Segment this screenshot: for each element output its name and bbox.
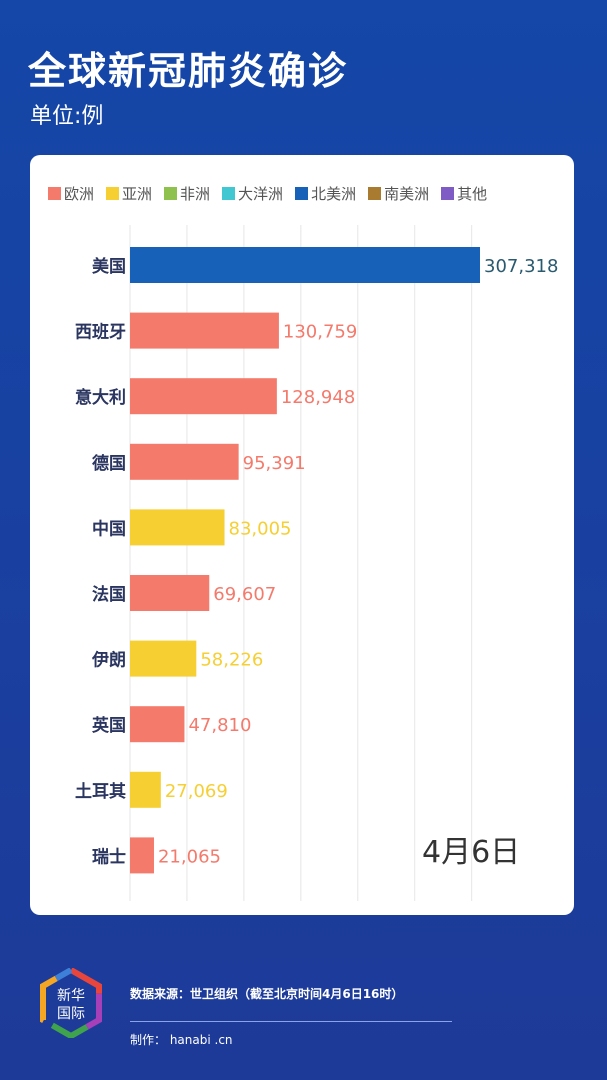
bar — [130, 378, 277, 415]
legend-label: 大洋洲 — [238, 185, 284, 203]
page-title: 全球新冠肺炎确诊 — [28, 49, 349, 93]
legend-item: 亚洲 — [106, 183, 152, 204]
bar-chart: 美国 307,318 西班牙 130,759 意大利 128,948 德国 95,391 中国 8… — [75, 225, 558, 901]
bar — [130, 247, 480, 283]
legend: 欧洲 亚洲 非洲 大洋洲 北美洲 南美洲 其他 — [48, 183, 487, 204]
legend-item: 南美洲 — [368, 183, 429, 204]
value-label: 21,065 — [158, 846, 221, 867]
value-label: 95,391 — [243, 453, 306, 474]
chart-card: 欧洲 亚洲 非洲 大洋洲 北美洲 南美洲 其他 美国 307,318 西班牙 130,759 意大利… — [30, 155, 574, 915]
value-label: 69,607 — [213, 584, 276, 605]
value-label: 83,005 — [229, 518, 292, 539]
category-label: 意大利 — [75, 387, 126, 408]
bar — [130, 575, 210, 611]
unit-label: 单位:例 — [30, 104, 104, 129]
category-label: 瑞士 — [92, 846, 126, 867]
bar — [130, 837, 154, 874]
bar — [130, 312, 279, 349]
category-label: 土耳其 — [75, 781, 126, 802]
legend-item: 北美洲 — [295, 183, 356, 204]
legend-item: 欧洲 — [48, 183, 94, 204]
legend-label: 其他 — [457, 185, 488, 203]
legend-label: 欧洲 — [64, 185, 95, 203]
made-by: 制作： hanabi .cn — [130, 1033, 233, 1047]
category-label: 中国 — [92, 518, 126, 539]
category-label: 西班牙 — [75, 323, 126, 343]
svg-text:国际: 国际 — [57, 1006, 85, 1022]
category-label: 美国 — [92, 256, 126, 277]
legend-swatch — [295, 187, 309, 200]
bar — [130, 443, 239, 480]
value-label: 128,948 — [281, 387, 355, 408]
legend-swatch — [106, 187, 120, 200]
svg-text:新华: 新华 — [57, 988, 85, 1004]
data-source: 数据来源：世卫组织（截至北京时间4月6日16时） — [130, 987, 404, 1001]
value-label: 27,069 — [165, 781, 228, 802]
legend-swatch — [222, 187, 236, 200]
legend-swatch — [164, 187, 178, 200]
date-label: 4月6日 — [422, 835, 521, 870]
bar — [130, 640, 197, 677]
category-label: 伊朗 — [91, 650, 126, 671]
xinhua-logo: 新华 国际 — [40, 968, 102, 1038]
bar — [130, 509, 225, 546]
legend-label: 亚洲 — [122, 185, 153, 203]
category-label: 英国 — [92, 715, 126, 736]
bar — [130, 706, 185, 743]
value-label: 58,226 — [200, 650, 263, 671]
legend-label: 南美洲 — [384, 185, 430, 203]
divider — [130, 1021, 452, 1022]
legend-item: 非洲 — [164, 183, 210, 204]
value-label: 130,759 — [283, 322, 357, 343]
category-label: 法国 — [92, 584, 126, 605]
category-label: 德国 — [92, 453, 126, 474]
bar — [130, 771, 161, 808]
legend-item: 其他 — [441, 183, 487, 204]
legend-swatch — [368, 187, 382, 200]
legend-swatch — [441, 187, 455, 200]
legend-item: 大洋洲 — [222, 183, 283, 204]
legend-swatch — [48, 187, 61, 200]
legend-label: 北美洲 — [311, 185, 357, 203]
legend-label: 非洲 — [180, 185, 211, 203]
value-label: 307,318 — [484, 256, 558, 277]
value-label: 47,810 — [188, 715, 251, 736]
